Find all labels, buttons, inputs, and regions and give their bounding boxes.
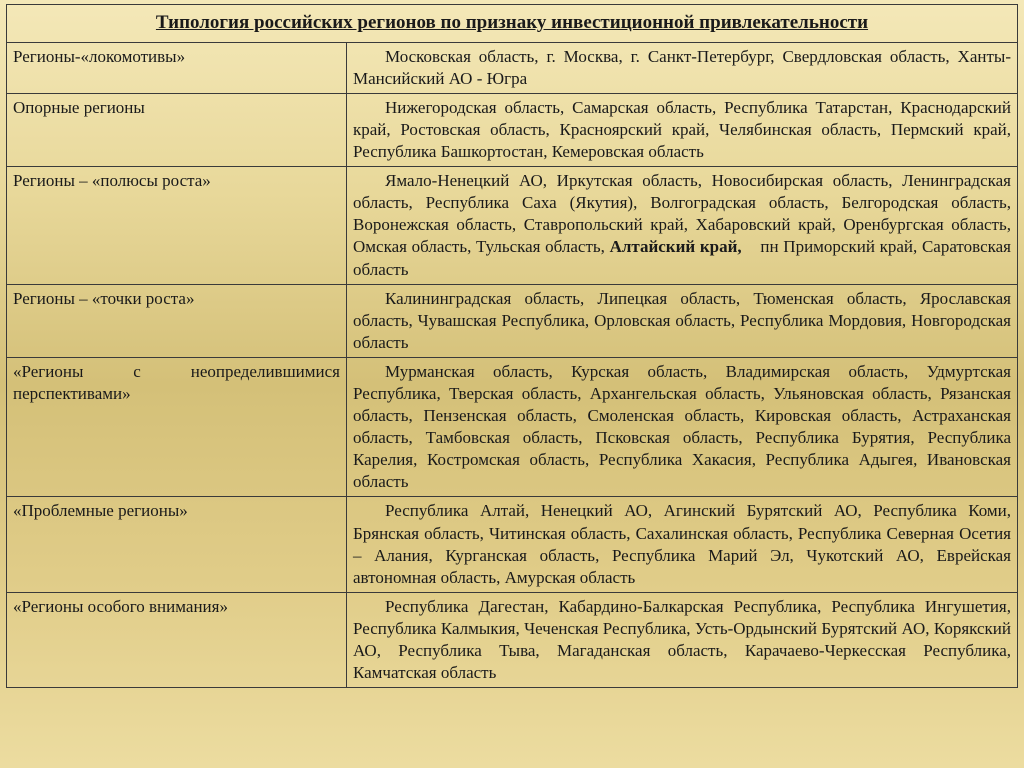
table-row: «Регионы особого внимания»Республика Даг… [7,592,1018,687]
category-label: Регионы – «точки роста» [7,284,347,357]
category-content: Московская область, г. Москва, г. Санкт-… [347,42,1018,93]
typology-table: Типология российских регионов по признак… [6,4,1018,688]
category-content: Нижегородская область, Самарская область… [347,93,1018,166]
table-row: Регионы-«локомотивы»Московская область, … [7,42,1018,93]
table-row: «Регионы с неопределившимися перспектива… [7,357,1018,497]
table-row: «Проблемные регионы»Республика Алтай, Не… [7,497,1018,592]
category-label: Регионы-«локомотивы» [7,42,347,93]
category-label: «Регионы с неопределившимися перспектива… [7,357,347,497]
category-content: Ямало-Ненецкий АО, Иркутская область, Но… [347,167,1018,284]
category-content: Мурманская область, Курская область, Вла… [347,357,1018,497]
content-bold: Алтайский край, [610,237,742,256]
category-content: Республика Дагестан, Кабардино-Балкарска… [347,592,1018,687]
category-content: Республика Алтай, Ненецкий АО, Агинский … [347,497,1018,592]
table-row: Регионы – «полюсы роста»Ямало-Ненецкий А… [7,167,1018,284]
category-content: Калининградская область, Липецкая област… [347,284,1018,357]
table-title: Типология российских регионов по признак… [7,5,1018,43]
category-label: Регионы – «полюсы роста» [7,167,347,284]
category-label: Опорные регионы [7,93,347,166]
category-label: «Регионы особого внимания» [7,592,347,687]
table-row: Опорные регионыНижегородская область, Са… [7,93,1018,166]
table-row: Регионы – «точки роста»Калининградская о… [7,284,1018,357]
category-label: «Проблемные регионы» [7,497,347,592]
